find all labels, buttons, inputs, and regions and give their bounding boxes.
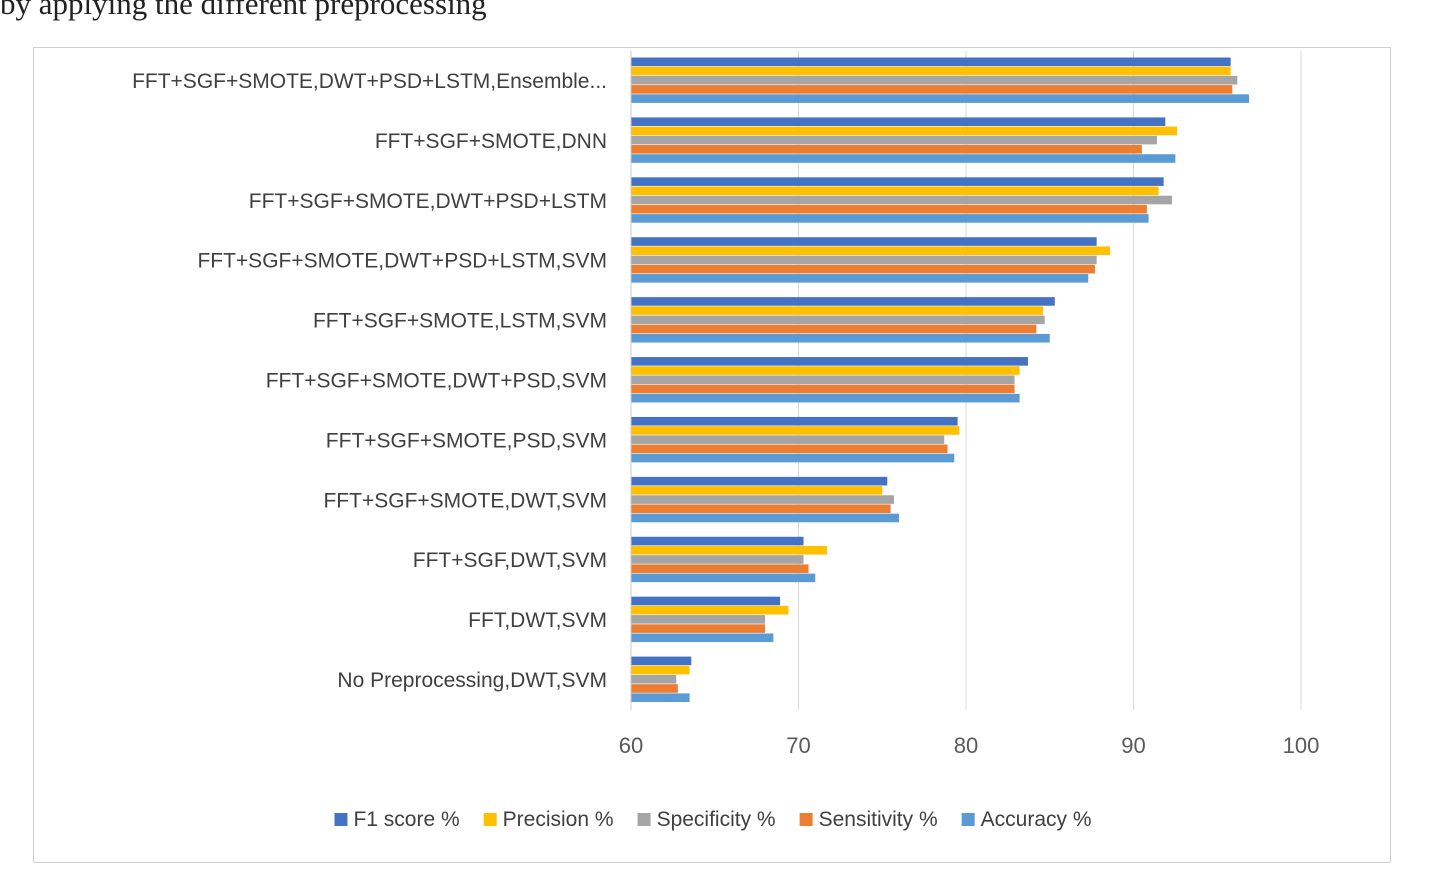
bar-precision-9 [631,605,789,615]
bar-sensitivity-7 [631,504,891,514]
bar-accuracy-1 [631,154,1176,163]
bar-specificity-4 [631,315,1045,325]
bar-f1-score-7 [631,476,888,486]
bar-specificity-3 [631,255,1097,265]
legend-item-sensitivity: Sensitivity % [799,808,938,831]
caption-fragment-crop: by applying the different preprocessing [0,0,1430,28]
legend-label-accuracy: Accuracy % [981,808,1092,831]
bar-sensitivity-9 [631,624,765,633]
bar-f1-score-5 [631,357,1028,366]
category-label-7: FFT+SGF+SMOTE,DWT,SVM [323,489,607,512]
bar-accuracy-4 [631,333,1050,343]
category-label-1: FFT+SGF+SMOTE,DNN [375,130,607,153]
bar-accuracy-0 [631,94,1250,103]
bar-f1-score-8 [631,536,804,546]
bar-sensitivity-8 [631,564,809,573]
bar-precision-0 [631,66,1231,76]
bar-specificity-9 [631,615,765,624]
bar-f1-score-10 [631,656,692,666]
chart-frame: FFT+SGF+SMOTE,DWT+PSD+LSTM,Ensemble... FF… [33,47,1391,863]
x-tick-label-90: 90 [1121,733,1145,758]
bar-precision-2 [631,186,1159,196]
legend-label-sensitivity: Sensitivity % [819,808,938,831]
bar-accuracy-9 [631,633,774,643]
bar-specificity-10 [631,674,677,684]
bar-accuracy-5 [631,393,1020,403]
bar-accuracy-10 [631,693,690,702]
legend-swatch-f1-score [334,813,348,826]
category-label-6: FFT+SGF+SMOTE,PSD,SVM [326,429,607,452]
bar-specificity-1 [631,135,1157,145]
bar-specificity-6 [631,435,945,444]
bar-f1-score-1 [631,117,1166,127]
legend-item-accuracy: Accuracy % [961,808,1092,831]
x-axis-tick-labels: 60 70 80 90 100 [619,733,1320,758]
legend-item-specificity: Specificity % [637,808,776,831]
bar-specificity-7 [631,495,894,504]
legend-swatch-specificity [637,813,651,826]
bar-f1-score-6 [631,416,958,426]
bars [631,57,1250,702]
bar-chart: FFT+SGF+SMOTE,DWT+PSD+LSTM,Ensemble... FF… [132,51,1320,831]
bar-precision-1 [631,126,1178,136]
x-tick-label-80: 80 [954,733,978,758]
bar-accuracy-8 [631,573,816,583]
bar-accuracy-7 [631,513,899,523]
bar-specificity-5 [631,375,1015,385]
bar-sensitivity-0 [631,85,1233,94]
bar-precision-3 [631,246,1111,256]
bar-f1-score-0 [631,57,1231,67]
legend-swatch-sensitivity [799,813,813,826]
bar-f1-score-9 [631,596,781,606]
legend: F1 score % Precision % Specificity % Sensit… [334,808,1092,831]
legend-label-f1-score: F1 score % [353,808,459,831]
bar-f1-score-4 [631,297,1055,306]
bar-precision-6 [631,426,960,435]
bar-sensitivity-2 [631,204,1147,214]
bar-specificity-2 [631,195,1173,205]
legend-item-f1-score: F1 score % [334,808,460,831]
bar-precision-10 [631,665,690,675]
bar-accuracy-6 [631,453,955,463]
bar-sensitivity-1 [631,145,1142,154]
caption-fragment: by applying the different preprocessing [0,0,487,21]
bar-f1-score-2 [631,177,1164,186]
category-label-9: FFT,DWT,SVM [468,609,607,632]
category-label-5: FFT+SGF+SMOTE,DWT+PSD,SVM [266,370,607,393]
bar-specificity-8 [631,555,804,564]
bar-sensitivity-10 [631,684,678,693]
category-label-2: FFT+SGF+SMOTE,DWT+PSD+LSTM [249,190,607,213]
x-tick-label-70: 70 [786,733,810,758]
bar-sensitivity-5 [631,384,1015,394]
bar-f1-score-3 [631,237,1097,246]
bar-sensitivity-4 [631,324,1037,334]
legend-item-precision: Precision % [483,808,614,831]
legend-label-precision: Precision % [503,808,614,831]
bar-precision-5 [631,366,1020,375]
bar-precision-8 [631,545,827,555]
bar-specificity-0 [631,75,1238,85]
bar-sensitivity-3 [631,264,1095,274]
bar-accuracy-3 [631,274,1089,283]
x-tick-label-100: 100 [1283,733,1320,758]
category-labels: FFT+SGF+SMOTE,DWT+PSD+LSTM,Ensemble... FF… [132,70,607,692]
category-label-4: FFT+SGF+SMOTE,LSTM,SVM [313,310,607,333]
category-label-3: FFT+SGF+SMOTE,DWT+PSD+LSTM,SVM [197,250,607,273]
legend-swatch-accuracy [961,813,975,826]
bar-precision-7 [631,486,883,495]
bar-precision-4 [631,306,1044,315]
legend-swatch-precision [483,813,497,826]
bar-sensitivity-6 [631,444,948,454]
x-tick-label-60: 60 [619,733,643,758]
category-label-10: No Preprocessing,DWT,SVM [337,669,607,692]
category-label-0: FFT+SGF+SMOTE,DWT+PSD+LSTM,Ensemble... [132,70,607,93]
category-label-8: FFT+SGF,DWT,SVM [413,549,607,572]
bar-accuracy-2 [631,214,1149,223]
legend-label-specificity: Specificity % [657,808,776,831]
